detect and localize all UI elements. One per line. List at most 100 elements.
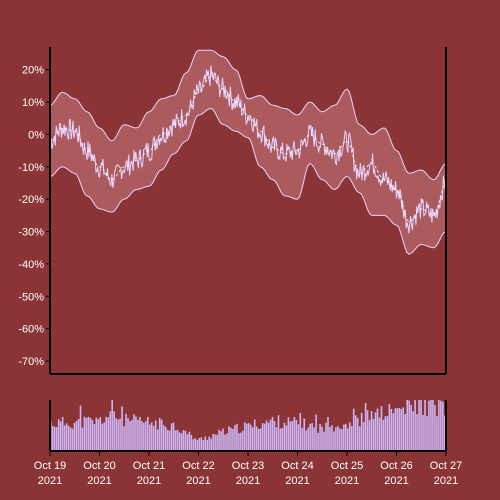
volume-bar bbox=[406, 400, 408, 451]
volume-bar bbox=[178, 432, 181, 451]
volume-bar bbox=[444, 415, 446, 451]
band-area bbox=[50, 50, 446, 255]
volume-bar bbox=[442, 401, 444, 451]
volume-bar bbox=[358, 426, 361, 451]
volume-bar bbox=[214, 434, 216, 451]
y-tick-label: -30% bbox=[18, 227, 44, 239]
volume-bar bbox=[150, 422, 153, 451]
volume-bar bbox=[303, 418, 306, 451]
volume-bar bbox=[69, 427, 72, 451]
volume-bar bbox=[67, 425, 70, 451]
volume-bar bbox=[174, 430, 177, 451]
volume-bar bbox=[210, 438, 212, 451]
volume-bar bbox=[408, 400, 410, 451]
volume-bar bbox=[416, 414, 418, 451]
band-lower-line bbox=[49, 107, 447, 255]
volume-bar bbox=[428, 400, 430, 451]
volume-bar bbox=[103, 422, 106, 451]
volume-bar bbox=[251, 427, 254, 451]
volume-bar bbox=[73, 422, 76, 451]
volume-bar bbox=[93, 424, 96, 451]
y-tick-label: -50% bbox=[18, 291, 44, 303]
volume-bar bbox=[238, 433, 240, 451]
volume-bar bbox=[242, 430, 244, 451]
volume-bar bbox=[137, 419, 139, 451]
volume-bar bbox=[125, 413, 127, 451]
volume-bar bbox=[307, 427, 309, 451]
volume-bar bbox=[422, 414, 424, 451]
volume-bar bbox=[162, 425, 165, 451]
volume-bar bbox=[404, 414, 406, 451]
volume-bar bbox=[297, 424, 300, 451]
volume-bar bbox=[127, 418, 129, 451]
volume-bar bbox=[228, 426, 230, 451]
volume-bar bbox=[160, 419, 163, 451]
x-tick-marks bbox=[49, 451, 447, 456]
volume-bar bbox=[440, 400, 442, 451]
volume-bar bbox=[390, 409, 393, 451]
volume-bar bbox=[285, 425, 288, 451]
volume-bar bbox=[309, 423, 311, 451]
y-tick-labels: 20% 10% 0% -10% -20% -30% -40% -50% -60% -70% bbox=[18, 65, 44, 368]
volume-bar bbox=[343, 424, 345, 451]
volume-bar bbox=[279, 428, 282, 451]
volume-bar bbox=[323, 431, 325, 451]
volume-bar bbox=[261, 423, 264, 451]
volume-bar bbox=[129, 421, 131, 451]
volume-bar bbox=[430, 400, 432, 451]
volume-bar bbox=[200, 437, 203, 451]
volume-bar bbox=[222, 428, 224, 451]
volume-bar bbox=[101, 423, 104, 451]
volume-bar bbox=[392, 413, 395, 451]
volume-bar bbox=[333, 431, 335, 451]
volume-bar bbox=[206, 439, 208, 451]
band-upper-line bbox=[49, 49, 447, 181]
volume-bar bbox=[154, 420, 157, 451]
volume-bar bbox=[170, 423, 173, 451]
volume-bar bbox=[135, 416, 137, 451]
volume-bar bbox=[166, 429, 169, 451]
volume-bar bbox=[99, 417, 102, 451]
x-tick-label: Oct 26 2021 bbox=[380, 460, 412, 487]
volume-bar bbox=[388, 404, 391, 451]
volume-plot: Oct 19 2021 Oct 20 2021 Oct 21 2021 Oct 22 2021… bbox=[34, 400, 462, 487]
volume-bar bbox=[366, 410, 369, 451]
volume-bar bbox=[269, 419, 272, 451]
x-tick-label: Oct 20 2021 bbox=[83, 460, 115, 487]
volume-bar bbox=[218, 429, 220, 451]
volume-bar bbox=[131, 419, 133, 451]
volume-bar bbox=[226, 433, 228, 451]
volume-bar bbox=[372, 418, 375, 451]
volume-bar bbox=[204, 436, 207, 451]
volume-bar bbox=[59, 421, 62, 451]
volume-bar bbox=[382, 419, 385, 451]
volume-bar bbox=[123, 426, 125, 451]
volume-bar bbox=[57, 419, 60, 451]
volume-bar bbox=[172, 422, 175, 451]
volume-bar bbox=[113, 411, 115, 451]
volume-bar bbox=[299, 413, 302, 451]
volume-bar bbox=[331, 425, 333, 451]
volume-bar bbox=[81, 427, 84, 451]
volume-bar bbox=[87, 416, 90, 451]
volume-bar bbox=[263, 423, 266, 451]
volume-bar bbox=[319, 424, 321, 451]
volume-bar bbox=[232, 428, 234, 451]
main-plot: 20% 10% 0% -10% -20% -30% -40% -50% -60% -70% bbox=[18, 47, 447, 375]
volume-bars bbox=[50, 400, 446, 451]
volume-bar bbox=[362, 422, 365, 451]
volume-bar bbox=[202, 440, 205, 451]
volume-bar bbox=[186, 434, 189, 451]
volume-bar bbox=[281, 428, 284, 451]
value-trend-line bbox=[49, 75, 447, 223]
volume-bar bbox=[119, 418, 121, 451]
x-tick-label: Oct 21 2021 bbox=[133, 460, 165, 487]
y-tick-label: -40% bbox=[18, 259, 44, 271]
volume-bar bbox=[145, 421, 147, 451]
volume-bar bbox=[370, 411, 373, 451]
volume-bar bbox=[249, 424, 252, 451]
volume-bar bbox=[438, 400, 440, 451]
volume-bar bbox=[352, 408, 355, 451]
x-tick-label: Oct 19 2021 bbox=[34, 460, 66, 487]
volume-bar bbox=[364, 403, 367, 451]
